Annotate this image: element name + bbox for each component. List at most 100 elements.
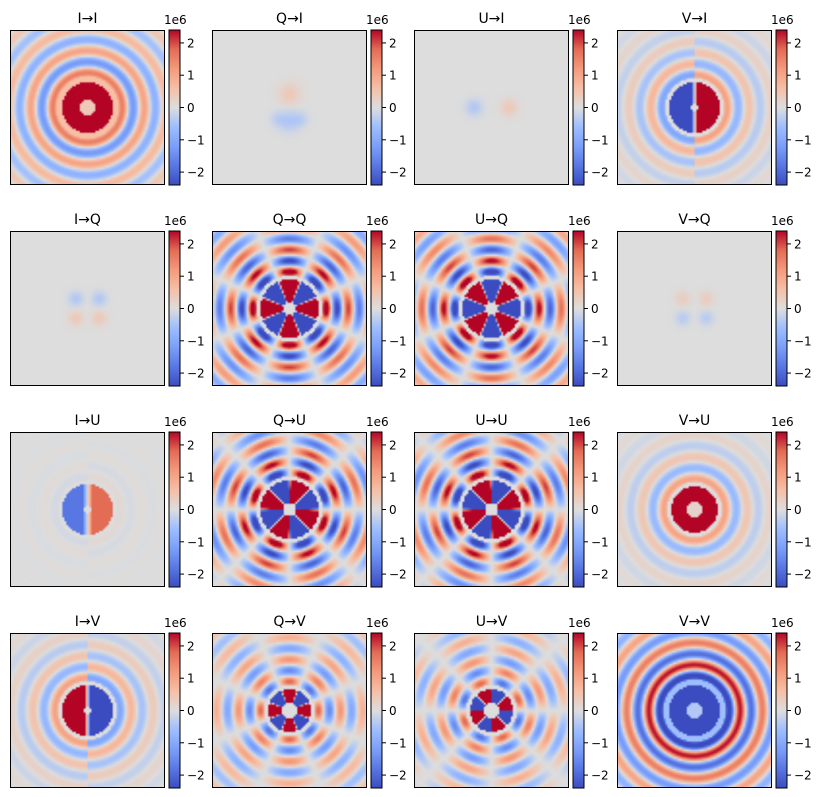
colorbar [370,29,383,186]
colorbar-tick-label: 1 [591,69,599,83]
colorbar-tick-label: 2 [187,639,195,653]
heatmap-frame [10,432,165,587]
panel-title: U→V [476,614,508,630]
panel-title: Q→I [276,11,303,27]
panel-title: Q→Q [273,212,307,228]
colorbar-tick-label: 1 [389,69,397,83]
colorbar-tick-label: 1 [187,270,195,284]
heatmap-frame [414,432,569,587]
colorbar-tick-label: −1 [187,334,205,348]
colorbar-tick-label: −1 [389,535,407,549]
colorbar [572,29,585,186]
heatmap-frame [414,30,569,185]
colorbar-tick-label: 1 [794,69,802,83]
colorbar-tick-label: 2 [187,36,195,50]
colorbar-tick-label: −1 [389,133,407,147]
colorbar [370,632,383,789]
colorbar-scale-label: 1e6 [164,214,187,228]
heatmap-image [212,633,367,788]
colorbar [168,29,181,186]
colorbar-tick-label: −2 [591,367,609,381]
heatmap-image [212,30,367,185]
colorbar-scale-label: 1e6 [568,214,591,228]
heatmap-image [10,30,165,185]
colorbar [775,230,788,387]
colorbar-tick-label: −2 [389,769,407,783]
colorbar-tick-label: −2 [591,568,609,582]
colorbar-scale-label: 1e6 [771,415,794,429]
colorbar-tick-label: 1 [794,270,802,284]
colorbar [168,230,181,387]
colorbar [775,632,788,789]
heatmap-frame [617,231,772,386]
colorbar-tick-label: 1 [591,672,599,686]
colorbar-tick-label: −2 [389,568,407,582]
heatmap-frame [414,633,569,788]
colorbar-scale-label: 1e6 [164,13,187,27]
colorbar [775,431,788,588]
colorbar-scale-label: 1e6 [164,616,187,630]
colorbar-tick-label: −2 [187,769,205,783]
heatmap-frame [10,30,165,185]
heatmap-frame [212,432,367,587]
colorbar-tick-label: 0 [591,101,599,115]
colorbar-tick-label: 0 [794,503,802,517]
colorbar-tick-label: 0 [389,704,397,718]
colorbar-tick-label: −2 [187,568,205,582]
colorbar-tick-label: 2 [591,36,599,50]
heatmap-frame [414,231,569,386]
colorbar-tick-label: 0 [389,302,397,316]
colorbar-tick-label: −2 [187,367,205,381]
panel-title: I→I [78,11,98,27]
panel-title: V→V [679,614,710,630]
colorbar-tick-label: 1 [187,471,195,485]
heatmap-image [617,633,772,788]
colorbar-tick-label: −1 [187,133,205,147]
heatmap-image [414,30,569,185]
colorbar-tick-label: 0 [389,503,397,517]
colorbar-scale-label: 1e6 [771,616,794,630]
panel-title: I→V [75,614,101,630]
panel-title: Q→U [273,413,306,429]
heatmap-image [414,633,569,788]
colorbar-tick-label: 1 [389,672,397,686]
colorbar-scale-label: 1e6 [568,616,591,630]
colorbar-tick-label: 0 [794,101,802,115]
colorbar-tick-label: 1 [794,471,802,485]
panel-title: I→Q [74,212,101,228]
colorbar [572,230,585,387]
panel-title: U→Q [475,212,508,228]
panel-title: V→Q [678,212,710,228]
colorbar-scale-label: 1e6 [771,214,794,228]
colorbar [168,632,181,789]
colorbar-scale-label: 1e6 [568,13,591,27]
heatmap-frame [10,231,165,386]
colorbar-tick-label: 0 [794,704,802,718]
colorbar-tick-label: 2 [389,237,397,251]
colorbar [775,29,788,186]
colorbar-tick-label: 2 [591,438,599,452]
colorbar-tick-label: 0 [187,101,195,115]
colorbar-tick-label: 2 [794,36,802,50]
colorbar-tick-label: −1 [794,334,812,348]
colorbar-tick-label: −2 [591,769,609,783]
colorbar-scale-label: 1e6 [366,415,389,429]
colorbar-tick-label: 2 [187,438,195,452]
colorbar-tick-label: −1 [187,535,205,549]
panel-title: U→I [478,11,504,27]
colorbar-tick-label: −1 [591,334,609,348]
colorbar-scale-label: 1e6 [164,415,187,429]
colorbar-tick-label: 2 [794,237,802,251]
colorbar-tick-label: 1 [187,672,195,686]
colorbar-scale-label: 1e6 [568,415,591,429]
